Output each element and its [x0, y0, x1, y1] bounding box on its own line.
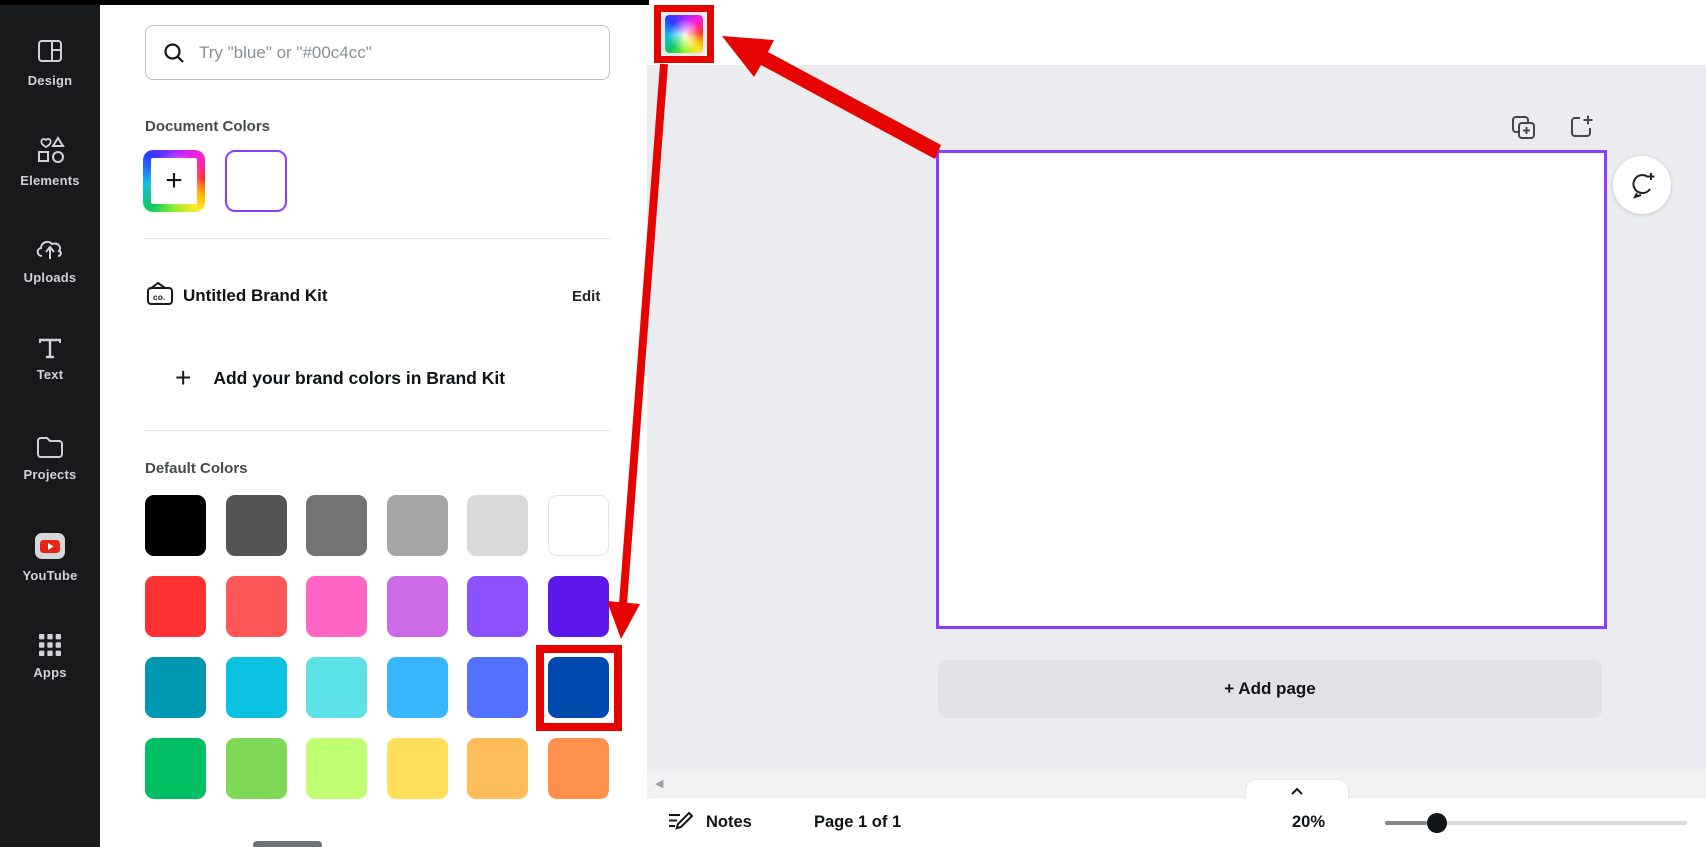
notes-label: Notes	[706, 813, 752, 831]
sidebar-item-youtube[interactable]: YouTube	[0, 507, 100, 606]
color-swatch[interactable]	[145, 495, 206, 556]
sidebar-item-apps[interactable]: Apps	[0, 606, 100, 705]
background-color-tile[interactable]	[662, 12, 706, 56]
color-swatch[interactable]	[386, 576, 448, 637]
add-brand-colors-label: Add your brand colors in Brand Kit	[213, 367, 506, 388]
top-edge-strip	[0, 0, 649, 5]
sidebar-item-label: Projects	[23, 466, 77, 482]
plus-icon: +	[175, 362, 192, 393]
add-new-color-inner: +	[151, 158, 197, 204]
sidebar-item-design[interactable]: Design	[0, 12, 100, 111]
color-swatch[interactable]	[145, 738, 206, 799]
panel-scrollbar-thumb[interactable]	[253, 841, 322, 847]
sidebar-item-label: Apps	[33, 664, 67, 680]
annotation-box-blue-swatch	[536, 645, 622, 731]
page-indicator: Page 1 of 1	[814, 813, 902, 831]
add-brand-colors-button[interactable]: + Add your brand colors in Brand Kit	[175, 362, 505, 394]
search-icon	[164, 42, 184, 63]
divider	[145, 238, 610, 239]
sidebar-item-label: Text	[36, 366, 64, 382]
zoom-slider[interactable]	[1385, 813, 1687, 833]
annotation-box-background-tile	[654, 5, 714, 63]
footer-expand-tab[interactable]	[1245, 779, 1349, 799]
elements-icon	[38, 135, 65, 163]
color-swatch[interactable]	[306, 738, 367, 799]
color-swatch[interactable]	[225, 576, 287, 637]
text-icon	[39, 338, 61, 358]
document-color-white-swatch[interactable]	[225, 150, 287, 212]
color-swatch[interactable]	[547, 576, 609, 637]
color-panel: Document Colors + co. Untitled Brand Kit…	[100, 0, 647, 847]
chevron-up-icon	[1291, 787, 1303, 795]
notes-icon	[669, 811, 694, 830]
sidebar-item-label: Elements	[20, 172, 80, 188]
design-icon	[38, 39, 62, 62]
color-swatch[interactable]	[225, 738, 287, 799]
add-new-color-button[interactable]: +	[143, 150, 205, 212]
brand-kit-icon: co.	[145, 280, 177, 315]
color-search-box[interactable]	[145, 25, 610, 80]
color-swatch[interactable]	[467, 495, 528, 556]
projects-icon	[37, 436, 63, 458]
youtube-icon	[35, 532, 65, 559]
document-colors-title: Document Colors	[145, 118, 271, 135]
color-swatch[interactable]	[547, 495, 609, 556]
divider	[145, 430, 610, 431]
color-swatch[interactable]	[306, 576, 367, 637]
color-swatch[interactable]	[547, 657, 609, 718]
comment-plus-icon	[1632, 173, 1655, 199]
canvas-workarea[interactable]: + Add page	[647, 65, 1706, 769]
color-swatch[interactable]	[306, 657, 367, 718]
app-sidebar: Design Elements Uploads Text	[0, 0, 100, 847]
color-swatch[interactable]	[225, 657, 287, 718]
default-colors-grid	[145, 495, 609, 799]
sidebar-item-label: Uploads	[23, 269, 77, 285]
page-toolbar	[1509, 113, 1595, 141]
plus-icon: +	[165, 164, 183, 197]
svg-text:co.: co.	[153, 292, 165, 302]
uploads-icon	[36, 240, 62, 259]
color-swatch[interactable]	[225, 495, 287, 556]
add-comment-button[interactable]	[1613, 156, 1671, 214]
color-swatch[interactable]	[145, 657, 206, 718]
editor-footer: Notes Page 1 of 1 20%	[647, 797, 1706, 847]
sidebar-item-label: Design	[27, 72, 73, 88]
color-swatch[interactable]	[467, 738, 528, 799]
color-swatch[interactable]	[467, 576, 528, 637]
color-swatch[interactable]	[467, 657, 528, 718]
color-swatch[interactable]	[306, 495, 367, 556]
color-swatch[interactable]	[386, 495, 448, 556]
sidebar-item-uploads[interactable]: Uploads	[0, 210, 100, 309]
brand-kit-name: Untitled Brand Kit	[183, 286, 328, 305]
zoom-level-value: 20%	[1292, 813, 1326, 831]
horizontal-scrollbar[interactable]: ◀	[647, 769, 1706, 797]
sidebar-item-projects[interactable]: Projects	[0, 408, 100, 507]
color-swatch[interactable]	[547, 738, 609, 799]
color-swatch[interactable]	[145, 576, 206, 637]
sidebar-item-elements[interactable]: Elements	[0, 111, 100, 210]
add-page-button[interactable]: + Add page	[938, 660, 1602, 718]
scroll-left-icon[interactable]: ◀	[655, 777, 664, 790]
color-swatch[interactable]	[386, 738, 448, 799]
brand-kit-edit-link[interactable]: Edit	[572, 288, 601, 305]
color-search-input[interactable]	[199, 42, 593, 63]
sidebar-item-text[interactable]: Text	[0, 309, 100, 408]
apps-icon	[39, 633, 61, 656]
default-colors-title: Default Colors	[145, 460, 248, 477]
duplicate-page-icon[interactable]	[1509, 113, 1537, 141]
sidebar-item-label: YouTube	[22, 567, 78, 583]
notes-button[interactable]: Notes	[667, 810, 752, 835]
color-swatch[interactable]	[386, 657, 448, 718]
zoom-slider-fill	[1385, 821, 1427, 825]
add-page-icon[interactable]	[1567, 113, 1595, 141]
canvas-region: + Add page ◀ Notes Page 1 of 1 20%	[647, 0, 1706, 847]
zoom-slider-thumb[interactable]	[1427, 813, 1447, 833]
design-page[interactable]	[936, 150, 1607, 629]
